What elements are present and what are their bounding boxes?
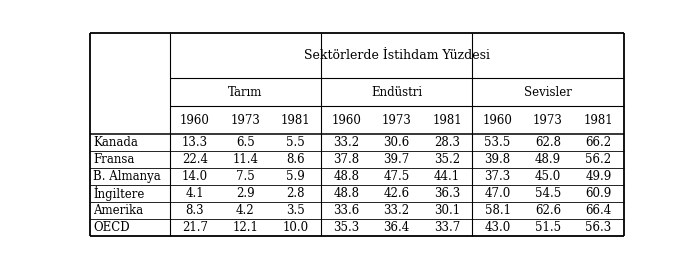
Text: 2.8: 2.8 [287,187,305,200]
Text: 53.5: 53.5 [484,136,511,149]
Text: 4.1: 4.1 [185,187,204,200]
Text: 30.6: 30.6 [383,136,410,149]
Text: 49.9: 49.9 [585,170,612,183]
Text: 22.4: 22.4 [182,153,208,166]
Text: 5.5: 5.5 [286,136,305,149]
Text: 21.7: 21.7 [182,221,208,234]
Text: 51.5: 51.5 [535,221,561,234]
Text: Tarım: Tarım [228,86,262,99]
Text: Sevisler: Sevisler [524,86,572,99]
Text: 8.3: 8.3 [185,204,204,217]
Text: Amerika: Amerika [93,204,143,217]
Text: 60.9: 60.9 [585,187,612,200]
Text: 10.0: 10.0 [283,221,309,234]
Text: 33.2: 33.2 [383,204,410,217]
Text: 6.5: 6.5 [236,136,255,149]
Text: 5.9: 5.9 [286,170,305,183]
Text: 62.6: 62.6 [535,204,561,217]
Text: 14.0: 14.0 [182,170,208,183]
Text: 1960: 1960 [180,114,209,127]
Text: 39.7: 39.7 [383,153,410,166]
Text: 43.0: 43.0 [484,221,511,234]
Text: 48.8: 48.8 [333,170,359,183]
Text: 58.1: 58.1 [484,204,511,217]
Text: Kanada: Kanada [93,136,139,149]
Text: B. Almanya: B. Almanya [93,170,161,183]
Text: İngiltere: İngiltere [93,186,145,201]
Text: 48.9: 48.9 [535,153,561,166]
Text: 66.2: 66.2 [585,136,612,149]
Text: 12.1: 12.1 [232,221,258,234]
Text: 1973: 1973 [381,114,411,127]
Text: Fransa: Fransa [93,153,135,166]
Text: 1973: 1973 [533,114,563,127]
Text: 7.5: 7.5 [236,170,255,183]
Text: 33.6: 33.6 [333,204,359,217]
Text: 36.4: 36.4 [383,221,410,234]
Text: 2.9: 2.9 [236,187,255,200]
Text: 56.3: 56.3 [585,221,612,234]
Text: Endüstri: Endüstri [371,86,422,99]
Text: 1981: 1981 [432,114,462,127]
Text: 13.3: 13.3 [182,136,208,149]
Text: 36.3: 36.3 [434,187,460,200]
Text: 62.8: 62.8 [535,136,561,149]
Text: 28.3: 28.3 [434,136,460,149]
Text: 42.6: 42.6 [383,187,410,200]
Text: 1960: 1960 [482,114,512,127]
Text: 1981: 1981 [281,114,310,127]
Text: 1981: 1981 [584,114,613,127]
Text: 33.2: 33.2 [333,136,359,149]
Text: 47.5: 47.5 [383,170,410,183]
Text: 3.5: 3.5 [286,204,305,217]
Text: 35.3: 35.3 [333,221,359,234]
Text: 4.2: 4.2 [236,204,255,217]
Text: 39.8: 39.8 [484,153,511,166]
Text: Sektörlerde İstihdam Yüzdesi: Sektörlerde İstihdam Yüzdesi [303,49,489,62]
Text: 48.8: 48.8 [333,187,359,200]
Text: OECD: OECD [93,221,130,234]
Text: 54.5: 54.5 [535,187,561,200]
Text: 44.1: 44.1 [434,170,460,183]
Text: 37.8: 37.8 [333,153,359,166]
Text: 35.2: 35.2 [434,153,460,166]
Text: 1960: 1960 [331,114,361,127]
Text: 66.4: 66.4 [585,204,612,217]
Text: 8.6: 8.6 [286,153,305,166]
Text: 45.0: 45.0 [535,170,561,183]
Text: 47.0: 47.0 [484,187,511,200]
Text: 56.2: 56.2 [585,153,612,166]
Text: 11.4: 11.4 [232,153,258,166]
Text: 1973: 1973 [230,114,260,127]
Text: 33.7: 33.7 [434,221,460,234]
Text: 37.3: 37.3 [484,170,511,183]
Text: 30.1: 30.1 [434,204,460,217]
